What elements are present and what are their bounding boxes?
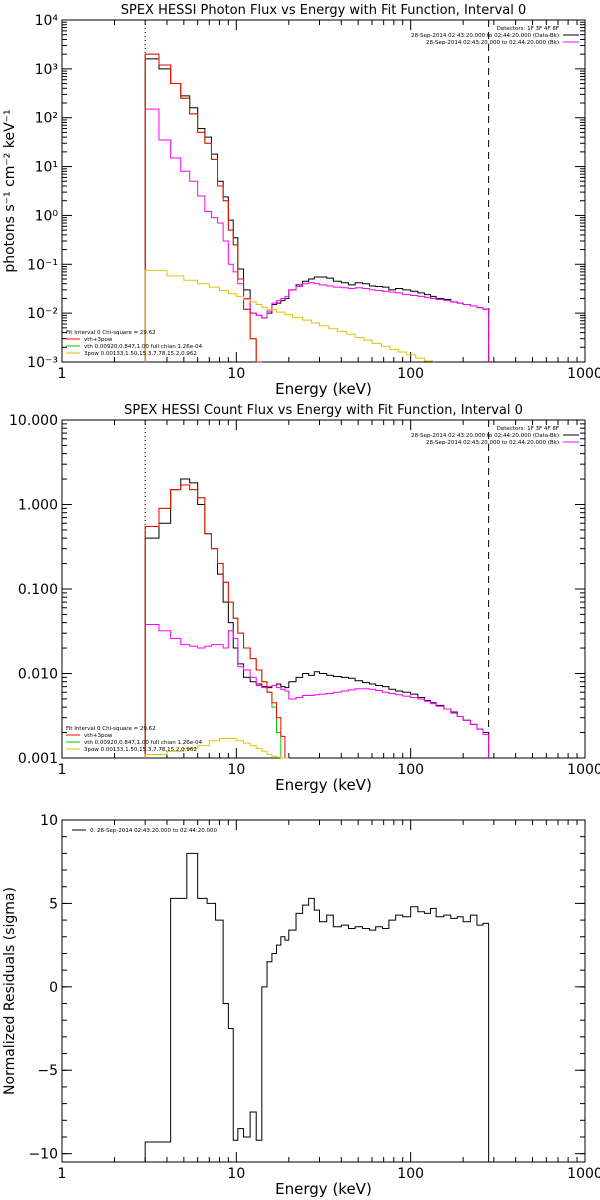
photon-chart-title: SPEX HESSI Photon Flux vs Energy with Fi… [121, 3, 527, 18]
photon-x-tick-label: 10 [227, 366, 245, 382]
photon-series-0 [144, 58, 490, 362]
residual-y-tick-label: 0 [49, 980, 58, 996]
count-x-tick-label: 10 [227, 762, 245, 778]
residual-legend-entry: 0. 28-Sep-2014 02:43:20.000 to 02:44:20.… [90, 828, 217, 834]
photon-y-tick-label: 10³ [35, 62, 58, 78]
photon-fit-legend-entry: Fit Interval 0 Chi-square = 29.62 [66, 330, 156, 336]
photon-plot-frame [61, 19, 586, 363]
photon-x-axis-label: Energy (keV) [275, 380, 372, 398]
residual-series-0 [144, 852, 490, 1162]
residual-x-tick-label: 10 [227, 1166, 245, 1182]
count-legend-entry: 28-Sep-2014 02:43:20.000 to 02:44:20.000… [426, 440, 559, 446]
residual-y-tick-label: 5 [49, 896, 58, 912]
count-x-tick-label: 100 [397, 762, 424, 778]
count-series-4 [144, 738, 289, 759]
count-series-2 [144, 484, 285, 759]
residual-x-tick-label: 1 [58, 1166, 67, 1182]
count-y-tick-label: 1.000 [18, 498, 58, 514]
photon-flux-chart: SPEX HESSI Photon Flux vs Energy with Fi… [2, 3, 600, 398]
residuals-chart: Energy (keV) Normalized Residuals (sigma)… [2, 813, 600, 1198]
photon-series-4 [144, 269, 434, 362]
count-y-tick-label: 0.100 [18, 582, 58, 598]
photon-legend-entry: 28-Sep-2014 02:43:20.000 to 02:44:20.000… [411, 33, 559, 39]
residual-y-tick-label: −5 [37, 1063, 58, 1079]
photon-x-tick-label: 1000 [567, 366, 600, 382]
count-fit-legend-entry: 3pow 0.00133,1.50,15.3,7.78,15.2,0.962 [84, 747, 197, 753]
residual-x-tick-label: 1000 [567, 1166, 600, 1182]
photon-series-2 [144, 53, 262, 363]
photon-series-1 [144, 108, 490, 362]
photon-y-tick-label: 10⁻¹ [27, 257, 58, 273]
count-series-3 [144, 484, 289, 759]
count-series-1 [144, 624, 490, 758]
photon-y-tick-label: 10⁻² [27, 306, 58, 322]
count-x-tick-label: 1 [58, 762, 67, 778]
residual-y-axis-label: Normalized Residuals (sigma) [2, 887, 18, 1095]
residual-y-tick-label: 10 [40, 813, 58, 829]
count-legend-entry: 28-Sep-2014 02:43:20.000 to 02:44:20.000… [411, 433, 559, 439]
photon-fit-legend-entry: vth 0.00920,0.847,1.00 full chian 1.26e-… [84, 344, 203, 350]
count-chart-title: SPEX HESSI Count Flux vs Energy with Fit… [124, 403, 523, 418]
count-fit-legend-entry: vth 0.00920,0.847,1.00 full chian 1.26e-… [84, 740, 203, 746]
count-y-tick-label: 10.000 [9, 413, 58, 429]
photon-fit-legend-entry: 3pow 0.00133,1.50,15.3,7.78,15.2,0.962 [84, 351, 197, 357]
photon-y-tick-label: 10⁻³ [27, 355, 58, 371]
count-plot-frame [61, 419, 586, 759]
photon-y-tick-label: 10¹ [35, 160, 58, 176]
residual-x-tick-label: 100 [397, 1166, 424, 1182]
count-y-tick-label: 0.010 [18, 667, 58, 683]
photon-x-tick-label: 100 [397, 366, 424, 382]
photon-fit-legend-entry: vth+3pow [84, 337, 113, 343]
photon-x-tick-label: 1 [58, 366, 67, 382]
count-flux-chart: SPEX HESSI Count Flux vs Energy with Fit… [9, 403, 600, 794]
count-fit-legend-entry: Fit Interval 0 Chi-square = 29.62 [66, 726, 156, 732]
count-fit-legend-entry: vth+3pow [84, 733, 113, 739]
residual-plot-frame [61, 819, 586, 1163]
count-legend-entry: Detectors: 1F 3F 4F 8F [497, 426, 559, 432]
residual-x-axis-label: Energy (keV) [275, 1180, 372, 1198]
photon-y-axis-label: photons s⁻¹ cm⁻² keV⁻¹ [2, 109, 18, 272]
residual-y-tick-label: −10 [28, 1147, 58, 1163]
photon-y-tick-label: 10⁴ [35, 13, 59, 29]
count-series-0 [144, 478, 490, 758]
count-x-tick-label: 1000 [567, 762, 600, 778]
count-x-axis-label: Energy (keV) [275, 776, 372, 794]
photon-series-3 [144, 53, 262, 363]
photon-legend-entry: Detectors: 1F 3F 4F 8F [497, 26, 559, 32]
photon-y-tick-label: 10⁰ [35, 208, 59, 224]
photon-y-tick-label: 10² [35, 111, 58, 127]
photon-legend-entry: 28-Sep-2014 02:43:20.000 to 02:44:20.000… [426, 40, 559, 46]
count-y-tick-label: 0.001 [18, 751, 58, 767]
